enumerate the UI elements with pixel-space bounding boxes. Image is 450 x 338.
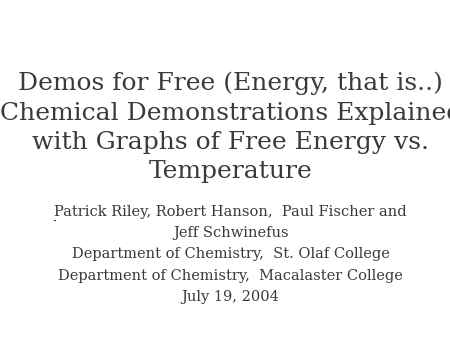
Text: Patrick Riley, Robert Hanson,  Paul Fischer and: Patrick Riley, Robert Hanson, Paul Fisch… xyxy=(54,204,407,219)
Text: Jeff Schwinefus: Jeff Schwinefus xyxy=(173,226,288,240)
Text: Demos for Free (Energy, that is..)
Chemical Demonstrations Explained
with Graphs: Demos for Free (Energy, that is..) Chemi… xyxy=(0,72,450,183)
Text: July 19, 2004: July 19, 2004 xyxy=(182,290,279,304)
Text: Patrick Riley: Patrick Riley xyxy=(0,337,1,338)
Text: Department of Chemistry,  St. Olaf College: Department of Chemistry, St. Olaf Colleg… xyxy=(72,247,390,261)
Text: Department of Chemistry,  Macalaster College: Department of Chemistry, Macalaster Coll… xyxy=(58,269,403,283)
